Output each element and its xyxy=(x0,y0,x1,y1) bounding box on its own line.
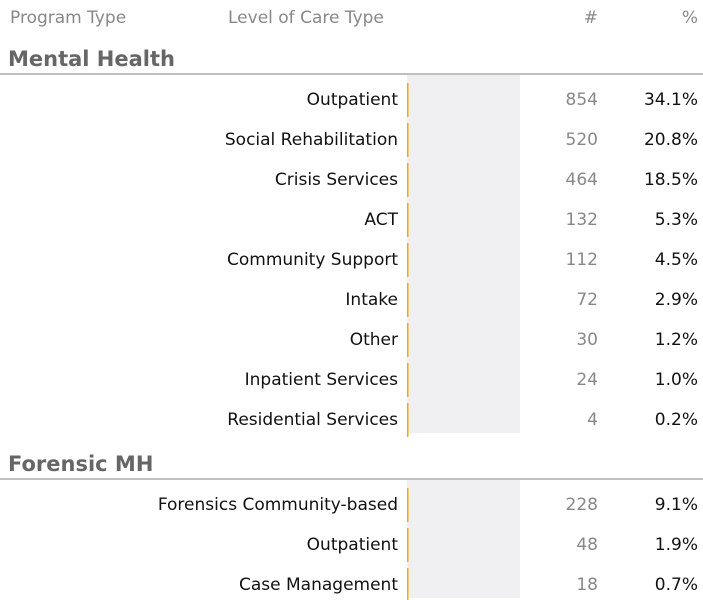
category-label: Outpatient xyxy=(307,90,399,110)
group-title: Forensic MH xyxy=(8,452,153,476)
count: 72 xyxy=(576,290,598,310)
percent: 20.8% xyxy=(644,130,698,150)
category-label: Case Management xyxy=(239,575,398,595)
category-label: Forensics Community-based xyxy=(158,495,398,515)
column-header: Program Type xyxy=(10,8,126,28)
column-header: # xyxy=(584,8,598,28)
column-header: Level of Care Type xyxy=(228,8,384,28)
category-label: ACT xyxy=(364,210,398,230)
bar xyxy=(407,323,409,357)
bar xyxy=(407,568,409,600)
percent: 9.1% xyxy=(655,495,698,515)
category-label: Inpatient Services xyxy=(245,370,399,390)
percent: 2.9% xyxy=(655,290,698,310)
percent: 0.7% xyxy=(655,575,698,595)
percent: 1.9% xyxy=(655,535,698,555)
bar-track xyxy=(407,75,520,433)
bar xyxy=(407,363,409,397)
count: 228 xyxy=(566,495,598,515)
bar xyxy=(407,403,409,437)
count: 464 xyxy=(566,170,598,190)
category-label: Intake xyxy=(345,290,398,310)
bar xyxy=(407,528,409,562)
percent: 4.5% xyxy=(655,250,698,270)
category-label: Outpatient xyxy=(307,535,399,555)
percent: 0.2% xyxy=(655,410,698,430)
count: 112 xyxy=(566,250,598,270)
column-header: % xyxy=(682,8,698,28)
category-label: Residential Services xyxy=(227,410,398,430)
count: 520 xyxy=(566,130,598,150)
category-label: Social Rehabilitation xyxy=(225,130,398,150)
count: 30 xyxy=(576,330,598,350)
percent: 5.3% xyxy=(655,210,698,230)
bar-track xyxy=(407,480,520,598)
count: 854 xyxy=(566,90,598,110)
count: 132 xyxy=(566,210,598,230)
percent: 1.0% xyxy=(655,370,698,390)
count: 18 xyxy=(576,575,598,595)
category-label: Other xyxy=(350,330,398,350)
bar xyxy=(407,83,409,117)
bar xyxy=(407,243,409,277)
bar xyxy=(407,163,409,197)
bar xyxy=(407,488,409,522)
category-label: Community Support xyxy=(227,250,398,270)
percent: 18.5% xyxy=(644,170,698,190)
percent: 34.1% xyxy=(644,90,698,110)
count: 48 xyxy=(576,535,598,555)
group-title: Mental Health xyxy=(8,47,175,71)
bar xyxy=(407,283,409,317)
count: 4 xyxy=(587,410,598,430)
bar xyxy=(407,203,409,237)
category-label: Crisis Services xyxy=(275,170,398,190)
bar xyxy=(407,123,409,157)
count: 24 xyxy=(576,370,598,390)
percent: 1.2% xyxy=(655,330,698,350)
